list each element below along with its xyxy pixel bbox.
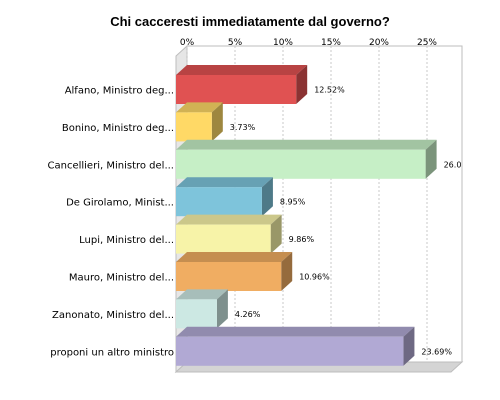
bar-top-face xyxy=(176,139,437,150)
bar-side-face xyxy=(270,214,282,254)
bar-side-face xyxy=(216,289,228,329)
bar xyxy=(176,224,271,254)
bar-side-face xyxy=(403,326,415,366)
category-label: proponi un altro ministro xyxy=(50,347,174,358)
data-label: 3.73% xyxy=(230,123,256,132)
bar-top-face xyxy=(176,102,223,113)
bar xyxy=(176,149,426,179)
category-label: Zanonato, Ministro del... xyxy=(52,310,174,321)
data-label: 9.86% xyxy=(289,235,315,244)
data-label: 4.26% xyxy=(235,310,261,319)
bar-top-face xyxy=(176,289,228,300)
bar-top-face xyxy=(176,65,308,75)
category-label: De Girolamo, Minist... xyxy=(66,198,174,209)
bar-top-face xyxy=(176,214,282,225)
bar-top-face xyxy=(176,326,415,337)
chart-title: Chi cacceresti immediatamente dal govern… xyxy=(110,14,390,29)
category-label: Mauro, Ministro del... xyxy=(69,273,174,284)
bar-top-face xyxy=(176,252,293,262)
bar xyxy=(176,112,212,142)
x-tick-label: 15% xyxy=(321,38,341,48)
x-tick-label: 20% xyxy=(369,38,389,48)
bar-side-face xyxy=(281,252,293,291)
bar-top-face xyxy=(176,177,273,188)
category-label: Bonino, Ministro deg... xyxy=(62,123,174,134)
category-label: Alfano, Ministro deg... xyxy=(65,86,174,97)
x-tick-label: 5% xyxy=(228,38,243,48)
bar-side-face xyxy=(425,139,437,179)
bar-side-face xyxy=(261,177,273,217)
data-label: 10.96% xyxy=(299,273,330,282)
x-tick-label: 10% xyxy=(273,38,293,48)
category-label: Cancellieri, Ministro del... xyxy=(48,160,175,171)
data-label: 23.69% xyxy=(421,347,452,356)
bar-side-face xyxy=(211,102,223,142)
data-label: 26.0 xyxy=(444,160,462,169)
data-label: 12.52% xyxy=(314,86,345,95)
bar xyxy=(176,187,262,217)
bar-side-face xyxy=(296,65,308,104)
category-label: Lupi, Ministro del... xyxy=(79,235,174,246)
x-tick-label: 0% xyxy=(180,38,195,48)
data-label: 8.95% xyxy=(280,198,306,207)
x-tick-label: 25% xyxy=(417,38,437,48)
bar xyxy=(176,299,217,329)
bar xyxy=(176,336,404,366)
bar xyxy=(176,75,297,104)
bar xyxy=(176,262,282,291)
